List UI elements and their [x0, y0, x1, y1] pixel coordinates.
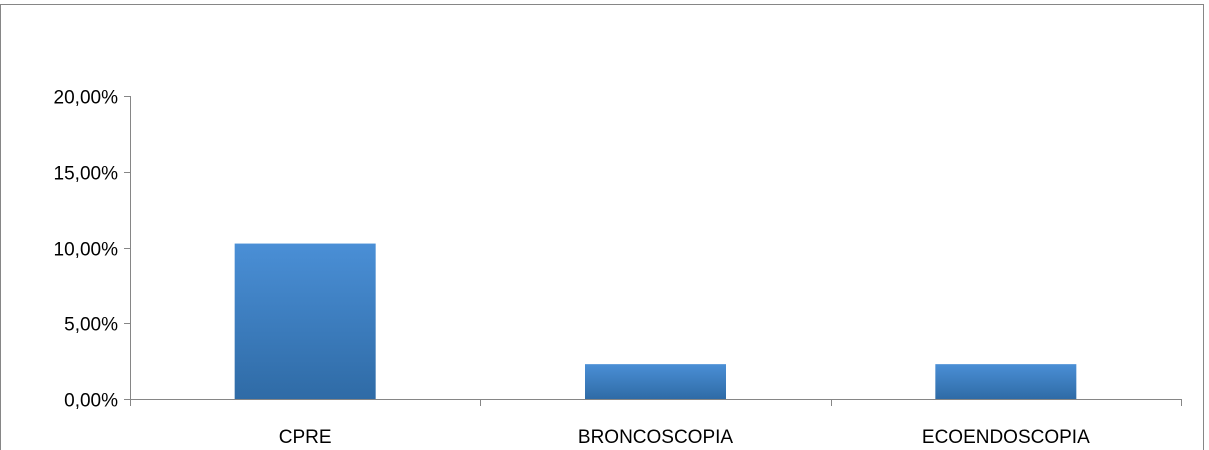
- x-axis: CPRE BRONCOSCOPIA ECOENDOSCOPIA: [130, 399, 1182, 448]
- bar-ecoendoscopia: [935, 364, 1077, 399]
- bar-cpre: [234, 243, 376, 399]
- y-tick-label: 10,00%: [54, 240, 119, 261]
- bar-broncoscopia: [585, 364, 726, 399]
- y-tick-label: 5,00%: [64, 315, 118, 336]
- bars: [234, 243, 1077, 399]
- chart-frame: [0, 4, 1204, 450]
- y-tick-label: 0,00%: [64, 391, 118, 412]
- x-tick-label: BRONCOSCOPIA: [578, 427, 734, 448]
- x-tick-label: CPRE: [279, 427, 332, 448]
- y-tick-label: 20,00%: [54, 88, 119, 109]
- y-axis: 0,00% 5,00% 10,00% 15,00% 20,00%: [54, 88, 131, 412]
- y-tick-label: 15,00%: [54, 164, 119, 185]
- x-tick-label: ECOENDOSCOPIA: [922, 427, 1090, 448]
